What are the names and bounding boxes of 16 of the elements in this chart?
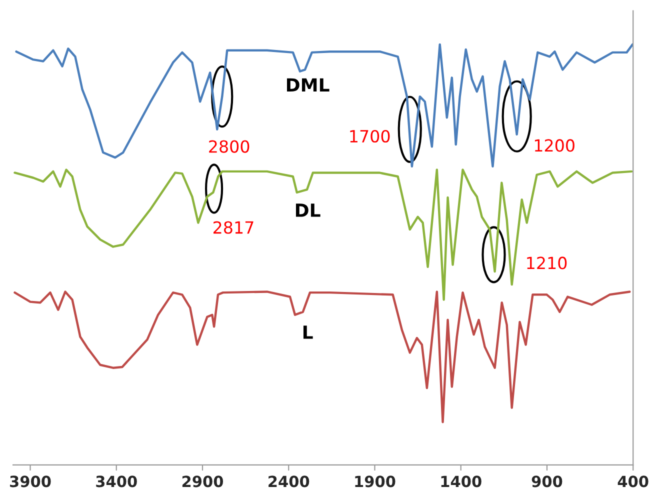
annotation: 2800	[209, 140, 250, 153]
x-tick-label: 400	[618, 476, 648, 488]
annotation: 1210	[527, 256, 567, 270]
series-label: DL	[296, 204, 320, 217]
x-tick-label: 3400	[96, 476, 137, 488]
x-tick-label: 2900	[182, 476, 224, 488]
x-tick-label: 1900	[355, 476, 396, 488]
annotation: 2817	[214, 221, 254, 234]
x-tick-label: 3900	[10, 476, 51, 488]
series-label: DML	[286, 78, 330, 92]
x-tick-label: 900	[532, 476, 562, 488]
annotation: 1700	[350, 130, 390, 143]
x-tick-label: 2400	[268, 476, 310, 488]
series-label: L	[303, 326, 313, 339]
x-tick-label: 1400	[441, 476, 482, 488]
annotation: 1200	[534, 139, 574, 152]
